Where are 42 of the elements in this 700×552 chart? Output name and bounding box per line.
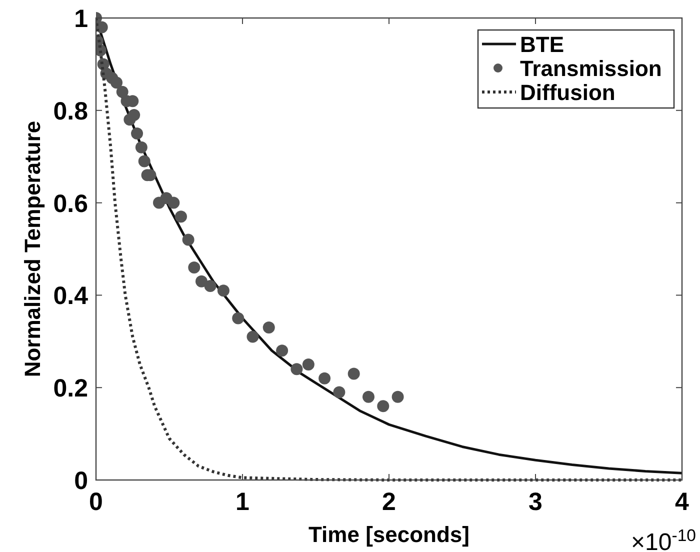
x-tick-label: 3 [528, 488, 542, 516]
point [333, 386, 346, 398]
legend-label: Transmission [520, 56, 662, 81]
y-tick-label: 0.6 [53, 190, 88, 218]
point [188, 261, 200, 274]
point [204, 280, 216, 292]
point [124, 114, 136, 126]
x-tick-label: 2 [382, 488, 396, 516]
x-tick-label: 1 [236, 488, 250, 516]
point [290, 363, 303, 376]
y-tick-label: 0.2 [53, 374, 88, 403]
point [392, 390, 404, 403]
point [131, 128, 144, 140]
point [116, 86, 128, 98]
y-tick-label: 1 [74, 5, 88, 33]
y-tick-label: 0.8 [53, 97, 88, 126]
point [377, 400, 390, 412]
point [217, 284, 230, 297]
point [232, 312, 244, 324]
x-axis-title: Time [seconds] [308, 522, 470, 547]
point [362, 390, 374, 403]
point [182, 234, 194, 246]
text: ×10$^{-10}$ [631, 526, 696, 552]
legend-label: Diffusion [520, 80, 616, 105]
point [246, 330, 259, 343]
point [276, 344, 288, 357]
point [262, 322, 275, 334]
y-tick-label: 0 [74, 467, 88, 495]
point [168, 196, 180, 209]
point [135, 141, 148, 154]
point [138, 155, 150, 168]
legend-label: BTE [520, 32, 564, 57]
x-tick-label: 4 [675, 488, 690, 516]
y-axis-title: Normalized Temperature [20, 120, 45, 378]
y-tick-label: 0.4 [53, 282, 88, 310]
point [348, 368, 360, 380]
point [195, 275, 208, 288]
point [174, 210, 187, 223]
point [302, 358, 314, 370]
point [110, 76, 123, 89]
point [318, 372, 331, 384]
point [96, 21, 108, 34]
